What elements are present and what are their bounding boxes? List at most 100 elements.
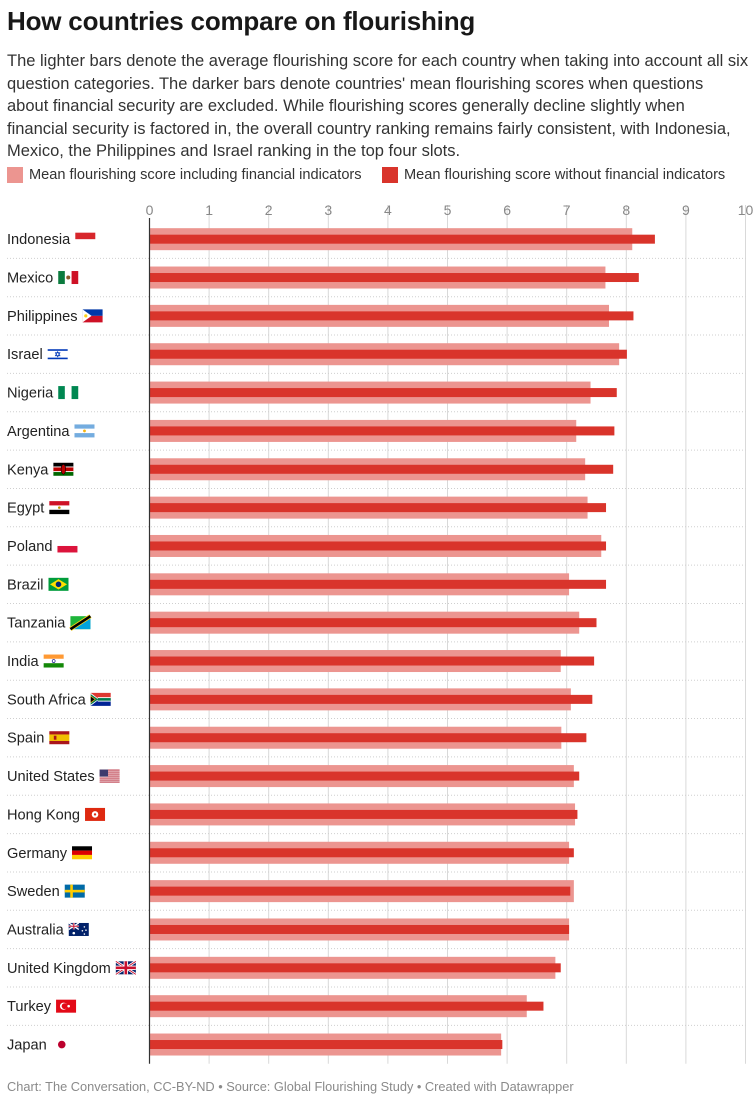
flag-part xyxy=(61,1003,68,1010)
country-label: Poland xyxy=(7,539,52,555)
flag-part xyxy=(74,433,95,438)
flag-part xyxy=(58,271,65,285)
flag-part xyxy=(69,615,92,631)
flag-part xyxy=(71,386,79,400)
flag-part xyxy=(72,931,76,935)
country-label: Japan xyxy=(7,1038,47,1054)
country-label: United Kingdom xyxy=(7,961,111,977)
flag-part xyxy=(67,1004,70,1008)
flag-part xyxy=(64,386,72,400)
legend-label-including: Mean flourishing score including financi… xyxy=(29,167,362,183)
flag-part xyxy=(60,463,66,475)
flag-part xyxy=(57,1040,66,1049)
nigeria-flag-icon xyxy=(58,386,79,400)
flag-part xyxy=(71,271,79,285)
x-tick-label: 0 xyxy=(146,202,154,218)
flag-part xyxy=(90,692,111,700)
flag-part xyxy=(93,813,97,816)
bar-without-israel xyxy=(149,349,627,359)
flag-part xyxy=(99,777,120,779)
bar-without-united-kingdom xyxy=(149,963,561,973)
flag-part xyxy=(43,663,64,668)
bar-without-turkey xyxy=(149,1001,544,1011)
flag-part xyxy=(43,658,64,664)
united-states-flag-icon xyxy=(99,769,120,783)
flag-part xyxy=(53,735,57,740)
flag-part xyxy=(83,933,86,935)
flag-part xyxy=(47,357,68,360)
flag-part xyxy=(75,232,96,240)
bar-without-egypt xyxy=(149,503,607,513)
x-tick-label: 4 xyxy=(384,202,392,218)
country-label: Mexico xyxy=(7,271,53,287)
sweden-flag-icon xyxy=(64,884,85,898)
flag-part xyxy=(83,429,86,433)
flag-part xyxy=(64,889,85,893)
germany-flag-icon xyxy=(72,846,93,860)
flag-part xyxy=(47,349,68,351)
flag-part xyxy=(49,734,70,741)
country-label: Sweden xyxy=(7,884,60,900)
israel-flag-icon xyxy=(47,347,68,361)
flag-part xyxy=(58,386,65,400)
country-label: Egypt xyxy=(7,501,44,517)
flag-part xyxy=(82,315,103,323)
bar-without-india xyxy=(149,656,595,666)
legend-swatch-light xyxy=(7,167,23,183)
x-tick-label: 8 xyxy=(622,202,630,218)
legend-label-without: Mean flourishing score without financial… xyxy=(404,167,726,183)
flag-part xyxy=(85,929,87,931)
mexico-flag-icon xyxy=(58,271,79,285)
flag-part xyxy=(99,773,120,775)
bar-without-australia xyxy=(149,924,570,934)
flag-part xyxy=(90,699,111,706)
flag-part xyxy=(49,501,70,506)
flag-part xyxy=(84,314,88,318)
flag-part xyxy=(97,698,111,701)
bar-without-brazil xyxy=(149,579,607,589)
flag-part xyxy=(57,539,78,546)
country-label: Brazil xyxy=(7,577,44,593)
chart-footer: Chart: The Conversation, CC-BY-ND • Sour… xyxy=(7,1079,574,1094)
poland-flag-icon xyxy=(57,539,78,553)
flag-part xyxy=(49,740,70,745)
flag-part xyxy=(55,581,62,588)
flag-part xyxy=(99,779,120,781)
country-label: Tanzania xyxy=(7,616,66,632)
flag-part xyxy=(54,352,61,358)
country-label: India xyxy=(7,654,40,670)
flag-part xyxy=(99,771,120,773)
flag-part xyxy=(99,775,120,777)
legend-item-without: Mean flourishing score without financial… xyxy=(382,167,725,183)
australia-flag-icon xyxy=(68,922,89,936)
bar-without-sweden xyxy=(149,886,571,896)
flag-part xyxy=(49,731,70,735)
philippines-flag-icon xyxy=(82,309,103,323)
country-label: Argentina xyxy=(7,424,70,440)
bar-without-south-africa xyxy=(149,694,593,704)
tanzania-flag-icon xyxy=(69,614,92,631)
country-label: Spain xyxy=(7,731,44,747)
flag-part xyxy=(66,275,71,280)
flag-part xyxy=(57,545,78,553)
bar-without-mexico xyxy=(149,273,639,283)
flag-part xyxy=(72,854,93,860)
flag-part xyxy=(49,509,70,515)
flag-part xyxy=(90,696,95,703)
bar-chart: 0 1 2 3 4 5 6 7 8 9 10 Indonesia Mexico Philippines Is… xyxy=(7,202,753,1064)
bar-without-argentina xyxy=(149,426,615,436)
country-label: Germany xyxy=(7,846,68,862)
bar-without-kenya xyxy=(149,464,614,474)
flag-part xyxy=(99,781,120,783)
bar-without-poland xyxy=(149,541,607,551)
country-label: Nigeria xyxy=(7,386,54,402)
flag-part xyxy=(83,926,86,928)
flag-part xyxy=(99,769,120,771)
flag-part xyxy=(68,925,79,927)
spain-flag-icon xyxy=(49,731,70,745)
south-africa-flag-icon xyxy=(90,692,111,706)
japan-flag-icon xyxy=(51,1038,72,1052)
flag-part xyxy=(43,654,64,659)
flag-part xyxy=(115,966,136,970)
country-label: Hong Kong xyxy=(7,807,80,823)
